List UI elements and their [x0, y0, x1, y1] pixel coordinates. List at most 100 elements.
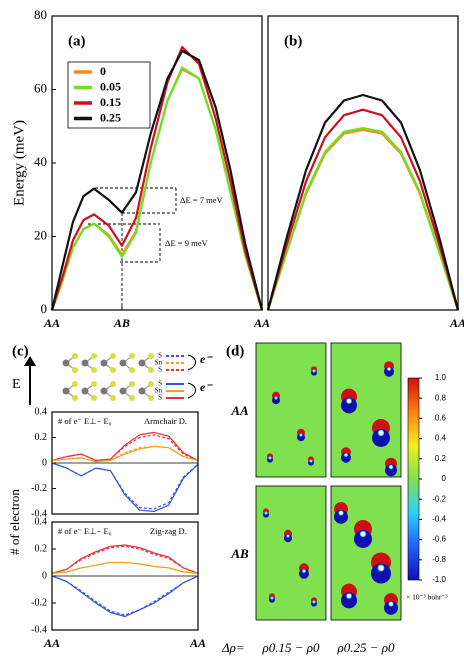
transfer-arrow	[187, 382, 196, 399]
density-core	[338, 510, 344, 516]
plot-frame	[267, 15, 459, 311]
colorbar-tick-label: 0.2	[435, 454, 447, 463]
plot-frame	[51, 15, 263, 311]
y-tick-label: 0.4	[35, 516, 48, 527]
density-core	[377, 429, 385, 437]
plot-frame	[51, 411, 199, 515]
column-prefix: Δρ=	[221, 640, 245, 655]
density-core	[346, 593, 352, 599]
series-line	[266, 108, 460, 311]
legend-label: 0.25	[100, 110, 121, 124]
s-atom	[110, 381, 116, 387]
layer-label: S	[158, 352, 162, 360]
density-map	[255, 342, 327, 478]
s-atom	[148, 367, 154, 373]
s-atom	[129, 353, 135, 359]
sn-atom	[138, 387, 146, 395]
plot-frame	[51, 521, 199, 631]
colorbar-unit: × 10⁻³ bohr⁻³	[406, 593, 448, 602]
colorbar-tick-label: -0.6	[432, 535, 446, 544]
y-tick-label: -0.4	[31, 508, 47, 519]
delta-e-guides	[88, 187, 177, 310]
s-atom	[91, 367, 97, 373]
transfer-arrow	[187, 354, 196, 371]
density-core	[264, 511, 268, 515]
s-atom	[110, 367, 116, 373]
sn-atom	[119, 387, 127, 395]
x-tick-label: AA	[189, 636, 206, 650]
density-lobe	[299, 568, 309, 579]
s-atom	[72, 367, 78, 373]
x-tick-label: AA	[43, 636, 60, 650]
s-atom	[72, 395, 78, 401]
density-core	[309, 459, 313, 463]
panel-label: (a)	[68, 33, 86, 49]
sn-atom	[100, 359, 108, 367]
s-atom	[72, 353, 78, 359]
y-tick-label: -0.2	[31, 597, 47, 608]
y-tick-label: 0	[41, 301, 48, 316]
y-tick-label: 0.2	[35, 432, 48, 443]
y-tick-label: 0.4	[35, 406, 48, 417]
s-atom	[110, 395, 116, 401]
colorbar-tick-label: 0.4	[435, 434, 447, 443]
sn-atom	[62, 387, 70, 395]
annotation: # of e⁻ E⊥− E₀	[58, 526, 112, 536]
sn-atom	[62, 359, 70, 367]
y-tick-label: 80	[34, 7, 47, 22]
y-tick-label: 0	[42, 457, 47, 468]
row-label: AB	[230, 546, 249, 561]
y-tick-label: -0.2	[31, 483, 47, 494]
legend-label: 0.05	[100, 79, 121, 93]
s-atom	[148, 381, 154, 387]
annotation: ΔE = 7 meV	[180, 195, 223, 205]
layer-label: S	[158, 394, 162, 402]
density-core	[359, 530, 367, 538]
x-tick-label: AA	[449, 316, 464, 330]
sn-atom	[100, 387, 108, 395]
series-line	[51, 445, 199, 463]
density-core	[388, 601, 394, 607]
panel-label: (b)	[284, 33, 302, 49]
density-core	[270, 596, 274, 600]
density-core	[274, 396, 278, 400]
layer-label: Sn	[155, 359, 163, 367]
s-atom	[91, 381, 97, 387]
column-label: ρ0.25 − ρ0	[336, 640, 395, 655]
annotation: Armchair D.	[144, 416, 187, 426]
annotation: # of e⁻ E⊥− E₀	[58, 416, 112, 426]
series-line	[51, 575, 199, 618]
sn-atom	[119, 359, 127, 367]
density-core	[268, 456, 272, 460]
y-axis-label: Energy (meV)	[11, 120, 27, 206]
s-atom	[110, 353, 116, 359]
series-line	[51, 561, 199, 574]
s-atom	[148, 353, 154, 359]
colorbar-tick-label: -0.4	[432, 515, 446, 524]
y-tick-label: -0.4	[31, 624, 47, 635]
series-line	[51, 462, 199, 512]
sn-atom	[81, 359, 89, 367]
density-lobe	[384, 366, 394, 377]
density-core	[286, 534, 290, 538]
series-line	[51, 575, 199, 616]
s-atom	[129, 381, 135, 387]
series-line	[51, 462, 199, 510]
density-lobe	[297, 433, 305, 442]
column-label: ρ0.15 − ρ0	[261, 640, 320, 655]
density-core	[377, 564, 385, 572]
colorbar-tick-label: 1.0	[435, 373, 447, 382]
sn-atom	[138, 359, 146, 367]
y-tick-label: 60	[34, 80, 47, 95]
layer-label: S	[158, 366, 162, 374]
y-tick-label: 20	[34, 227, 47, 242]
annotation: ΔE = 9 meV	[165, 238, 208, 248]
colorbar-tick-label: -1.0	[432, 575, 446, 584]
y-tick-label: 0.2	[35, 543, 48, 554]
colorbar-tick-label: 0	[442, 474, 447, 483]
density-lobe	[284, 534, 292, 543]
density-core	[346, 398, 352, 404]
colorbar-tick-label: -0.2	[432, 494, 446, 503]
panel-label: (d)	[226, 343, 244, 359]
